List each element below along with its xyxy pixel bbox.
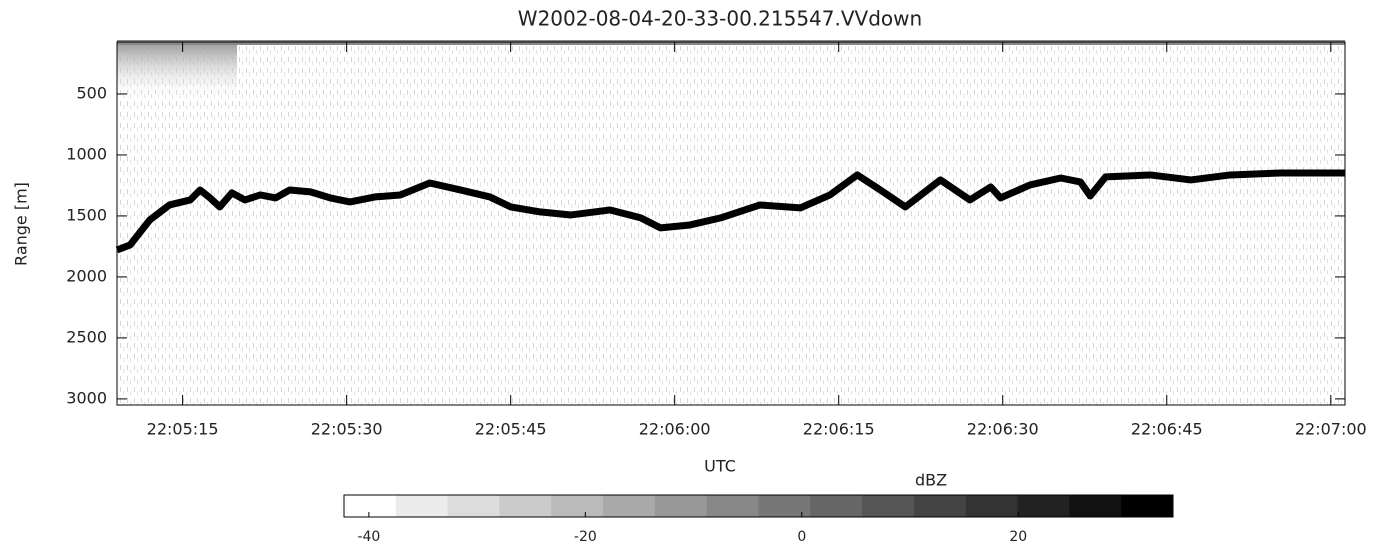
y-tick-label: 500 [76, 83, 107, 102]
colorbar-swatch [499, 495, 552, 517]
colorbar-tick-label: -20 [574, 529, 597, 545]
colorbar-tick-label: 0 [797, 529, 806, 545]
colorbar-swatch [810, 495, 863, 517]
colorbar-frame [343, 494, 1174, 518]
colorbar-swatch [706, 495, 759, 517]
colorbar-swatch [965, 495, 1019, 517]
colorbar-swatch [913, 495, 967, 517]
colorbar-swatch [1121, 495, 1174, 517]
x-axis-label: UTC [704, 457, 736, 476]
colorbar-swatch [603, 495, 656, 517]
y-tick-label: 2000 [66, 266, 107, 285]
x-tick-label: 22:06:15 [803, 420, 875, 439]
colorbar-swatch [1069, 495, 1122, 517]
colorbar-swatch [1017, 495, 1070, 517]
y-tick-label: 3000 [66, 388, 107, 407]
background-noise [117, 42, 1345, 405]
colorbar-swatch [344, 495, 397, 517]
haze [117, 42, 237, 102]
y-tick-label: 1000 [66, 144, 107, 163]
colorbar-swatch [862, 495, 915, 517]
y-tick-label: 2500 [66, 327, 107, 346]
x-tick-label: 22:06:45 [1131, 420, 1203, 439]
chart-title: W2002-08-04-20-33-00.215547.VVdown [518, 7, 922, 31]
x-tick-label: 22:06:00 [639, 420, 711, 439]
colorbar-swatch [654, 495, 708, 517]
x-tick-label: 22:06:30 [967, 420, 1039, 439]
y-tick-label: 1500 [66, 205, 107, 224]
colorbar-swatch [395, 495, 449, 517]
x-tick-label: 22:05:45 [475, 420, 547, 439]
echo-layer [115, 169, 1345, 254]
y-axis-label: Range [m] [12, 182, 31, 266]
colorbar-swatch [551, 495, 604, 517]
colorbar-swatch [758, 495, 811, 517]
colorbar-tick-label: -40 [357, 529, 380, 545]
colorbar-tick-label: 20 [1009, 529, 1027, 545]
x-tick-label: 22:05:30 [311, 420, 383, 439]
plot-frame [116, 41, 1346, 406]
x-tick-label: 22:07:00 [1295, 420, 1367, 439]
colorbar-swatch [447, 495, 500, 517]
colorbar-label: dBZ [915, 471, 947, 490]
x-tick-label: 22:05:15 [147, 420, 219, 439]
